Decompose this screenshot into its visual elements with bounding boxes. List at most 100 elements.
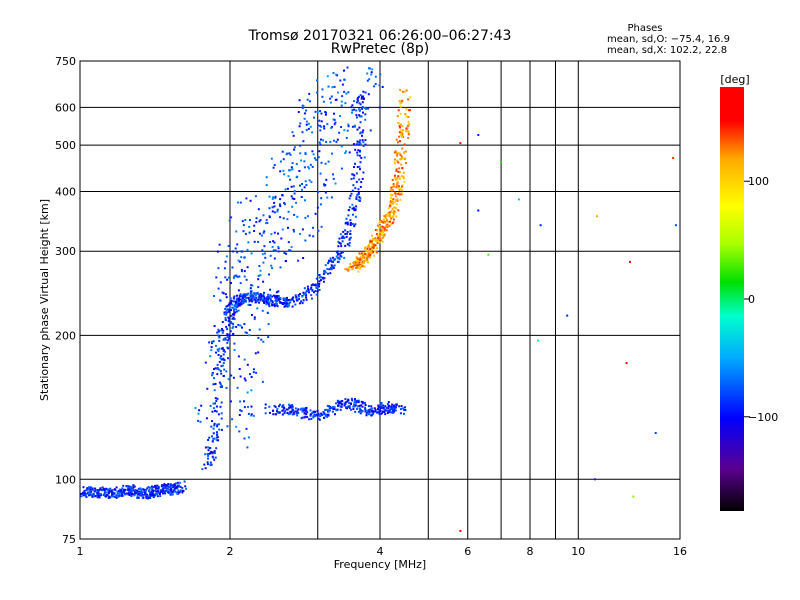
data-point	[377, 410, 380, 413]
data-point	[248, 298, 251, 301]
data-point	[203, 463, 206, 466]
data-point	[400, 129, 403, 132]
data-point	[336, 138, 339, 141]
data-point	[273, 404, 276, 407]
data-point	[393, 206, 396, 209]
data-point	[403, 180, 406, 183]
data-point	[213, 450, 216, 453]
data-point	[211, 374, 214, 377]
data-point	[625, 362, 628, 365]
data-point	[353, 174, 356, 177]
data-point	[672, 157, 675, 159]
data-point	[405, 127, 408, 130]
data-point	[181, 486, 184, 489]
data-point	[349, 402, 352, 405]
data-point	[212, 402, 215, 405]
data-point	[221, 321, 224, 323]
data-point	[297, 412, 300, 414]
data-point	[235, 304, 238, 307]
data-point	[160, 485, 163, 488]
data-point	[399, 102, 402, 105]
data-point	[124, 493, 127, 496]
data-point	[336, 408, 339, 411]
data-point	[106, 489, 109, 492]
data-point	[216, 436, 219, 439]
data-point	[204, 453, 207, 456]
data-point	[360, 131, 363, 134]
data-point	[80, 493, 83, 495]
data-point	[197, 412, 200, 415]
data-point	[289, 249, 292, 252]
data-point	[364, 406, 367, 409]
data-point	[353, 225, 356, 228]
data-point	[260, 338, 263, 341]
data-point	[364, 253, 367, 255]
data-point	[335, 255, 338, 258]
data-point	[99, 492, 102, 495]
data-point	[280, 160, 282, 163]
data-point	[221, 328, 223, 330]
data-point	[340, 245, 343, 248]
data-point	[393, 407, 396, 410]
data-point	[333, 118, 336, 121]
data-point	[300, 196, 303, 198]
data-point	[206, 387, 209, 390]
data-point	[345, 150, 347, 153]
data-point	[374, 75, 377, 78]
data-point	[279, 205, 282, 207]
data-point	[273, 257, 276, 260]
data-point	[313, 414, 316, 417]
data-point	[369, 248, 372, 251]
data-point	[330, 126, 333, 129]
data-point	[315, 91, 318, 94]
data-point	[359, 412, 362, 415]
data-point	[263, 245, 266, 248]
data-point	[348, 238, 351, 241]
data-point	[400, 101, 403, 104]
data-point	[376, 247, 378, 250]
x-tick-label: 1	[77, 545, 84, 558]
data-point	[340, 252, 343, 254]
data-point	[269, 297, 272, 300]
data-point	[322, 100, 325, 103]
data-point	[207, 454, 210, 457]
data-point	[403, 143, 406, 146]
data-point	[276, 410, 278, 413]
data-point	[347, 399, 350, 402]
data-point	[284, 410, 286, 413]
y-tick-label: 600	[55, 101, 76, 114]
data-point	[395, 151, 397, 154]
data-point	[394, 195, 397, 198]
data-point	[232, 333, 235, 335]
data-point	[168, 485, 171, 488]
data-point	[371, 409, 373, 412]
data-point	[96, 496, 99, 499]
data-point	[359, 103, 362, 106]
data-point	[297, 259, 300, 262]
data-point	[365, 412, 368, 415]
data-point	[382, 404, 385, 407]
data-point	[388, 213, 391, 216]
data-point	[359, 142, 362, 145]
data-point	[378, 225, 381, 228]
data-point	[307, 165, 310, 168]
data-point	[352, 206, 355, 209]
data-point	[221, 347, 224, 350]
data-point	[204, 467, 207, 470]
data-point	[282, 217, 285, 220]
data-point	[323, 183, 325, 186]
data-point	[337, 256, 340, 259]
y-tick-label: 750	[55, 55, 76, 68]
data-point	[399, 112, 402, 115]
data-point	[394, 200, 396, 203]
data-point	[384, 405, 387, 408]
data-point	[230, 374, 233, 377]
data-point	[365, 258, 368, 261]
data-point	[244, 379, 247, 382]
data-point	[246, 446, 249, 449]
data-point	[250, 314, 253, 316]
data-point	[215, 447, 218, 450]
data-point	[108, 490, 111, 493]
data-point	[297, 111, 300, 113]
data-point	[356, 166, 359, 168]
